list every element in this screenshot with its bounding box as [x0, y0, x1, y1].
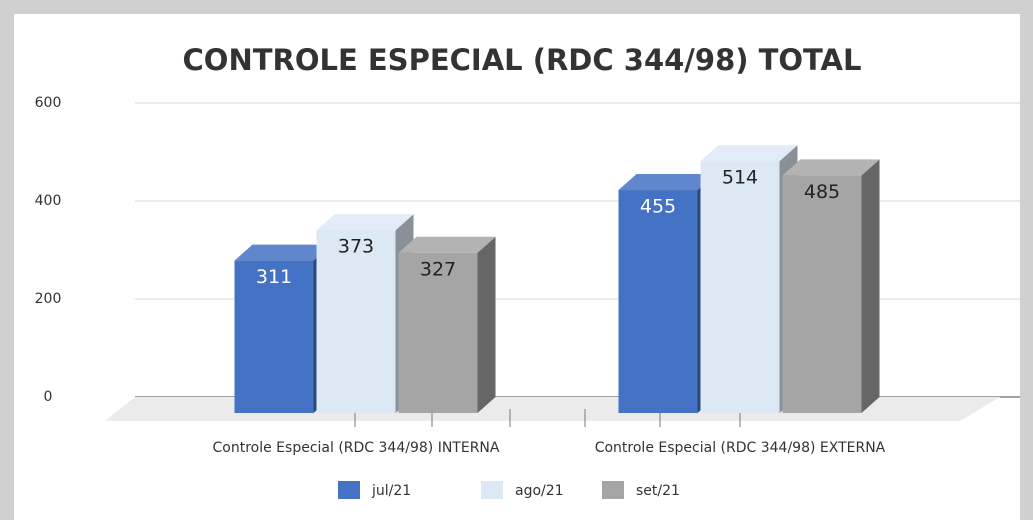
- bar: [782, 175, 862, 413]
- bar-side: [477, 236, 496, 413]
- legend-swatch: [602, 481, 624, 499]
- bar-top: [618, 174, 716, 191]
- legend-label: jul/21: [371, 483, 411, 499]
- chart-title: CONTROLE ESPECIAL (RDC 344/98) TOTAL: [183, 43, 862, 77]
- bar: [316, 230, 396, 413]
- bar-side: [861, 159, 880, 413]
- bar-top: [398, 236, 496, 253]
- data-label: 327: [420, 258, 456, 280]
- legend-label: set/21: [636, 483, 680, 499]
- y-tick-label: 600: [35, 95, 62, 111]
- data-label: 373: [338, 236, 374, 258]
- data-label: 485: [804, 181, 840, 203]
- data-label: 514: [722, 167, 758, 189]
- data-label: 311: [256, 266, 292, 288]
- bar: [618, 190, 698, 413]
- bar-top: [316, 214, 414, 231]
- y-tick-label: 400: [35, 193, 62, 209]
- bar-top: [700, 145, 798, 162]
- x-tick-label: Controle Especial (RDC 344/98) EXTERNA: [595, 440, 886, 456]
- bar: [700, 161, 780, 413]
- legend-swatch: [481, 481, 503, 499]
- y-tick-label: 0: [44, 389, 53, 405]
- bar: [398, 252, 478, 413]
- bar-top: [234, 244, 332, 261]
- x-tick-label: Controle Especial (RDC 344/98) INTERNA: [213, 440, 500, 456]
- legend-label: ago/21: [515, 483, 564, 499]
- y-tick-label: 200: [35, 291, 62, 307]
- bar-top: [782, 159, 880, 176]
- legend-swatch: [338, 481, 360, 499]
- data-label: 455: [640, 196, 676, 218]
- bar: [234, 260, 314, 413]
